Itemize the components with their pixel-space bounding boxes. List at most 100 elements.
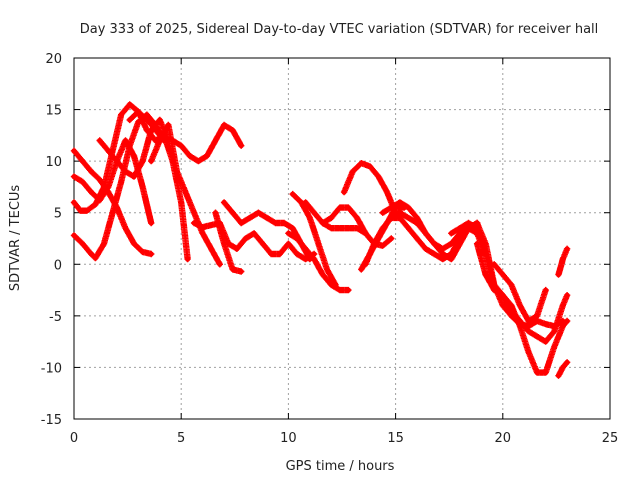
data-point xyxy=(483,272,489,278)
data-point xyxy=(388,215,394,221)
data-point xyxy=(131,153,137,159)
data-point xyxy=(363,261,369,267)
data-point xyxy=(345,287,351,293)
data-point xyxy=(345,225,351,231)
data-point xyxy=(110,210,116,216)
data-point xyxy=(148,158,154,164)
data-point xyxy=(221,199,227,205)
data-point xyxy=(483,251,489,257)
series-sat-g xyxy=(148,121,223,268)
data-point xyxy=(212,137,219,144)
series-sat-y xyxy=(555,245,571,278)
data-point xyxy=(337,287,343,293)
data-point xyxy=(204,153,210,159)
data-point xyxy=(230,210,236,216)
data-point xyxy=(285,241,291,247)
data-point xyxy=(324,266,330,272)
data-point xyxy=(311,210,317,216)
series-sat-d xyxy=(70,137,155,227)
data-point xyxy=(508,282,514,288)
data-point xyxy=(423,246,429,252)
y-tick-label: 5 xyxy=(54,207,62,222)
data-point xyxy=(122,137,129,144)
data-point xyxy=(200,224,206,230)
plot-frame xyxy=(73,57,611,420)
data-point xyxy=(564,318,570,324)
axis-ticks: 0 5 10 15 20 25 -15 -10 -5 0 5 10 15 20 xyxy=(41,52,619,446)
data-point xyxy=(320,220,326,226)
data-point xyxy=(285,230,291,236)
y-tick-label: 0 xyxy=(54,258,62,273)
data-point xyxy=(131,241,137,247)
data-point xyxy=(384,189,390,195)
data-point xyxy=(208,222,214,228)
data-point xyxy=(423,230,429,236)
data-point xyxy=(328,225,334,231)
data-point xyxy=(560,364,566,370)
data-point xyxy=(350,168,356,175)
data-point xyxy=(105,148,111,154)
data-point xyxy=(191,220,197,226)
data-point xyxy=(405,205,412,211)
data-point xyxy=(277,251,283,257)
series-sat-w xyxy=(482,271,571,345)
data-point xyxy=(178,199,184,205)
series-sat-u xyxy=(448,219,566,330)
data-point xyxy=(551,328,557,334)
data-point xyxy=(307,215,313,221)
data-point xyxy=(131,174,137,180)
data-point xyxy=(170,137,176,144)
y-tick-label: 10 xyxy=(45,155,62,170)
data-point xyxy=(234,246,240,252)
data-point xyxy=(290,191,296,197)
data-point xyxy=(187,153,193,159)
series-sat-e xyxy=(96,116,172,180)
series-sat-h xyxy=(169,121,245,165)
data-point xyxy=(71,199,77,205)
data-point xyxy=(543,321,549,327)
data-point xyxy=(534,313,540,319)
data-point xyxy=(358,266,364,272)
x-tick-label: 15 xyxy=(387,431,404,446)
data-point xyxy=(320,272,326,278)
data-point xyxy=(251,230,257,236)
data-point xyxy=(127,101,133,107)
data-point xyxy=(534,370,540,376)
data-point xyxy=(525,349,532,355)
data-point xyxy=(101,241,107,247)
data-point xyxy=(560,256,566,262)
data-point xyxy=(281,220,287,226)
data-point xyxy=(272,220,279,226)
data-point xyxy=(135,109,141,115)
data-point xyxy=(174,168,180,175)
data-point xyxy=(290,225,296,231)
data-point xyxy=(200,230,206,236)
y-axis-label: SDTVAR / TECUs xyxy=(8,185,23,292)
data-point xyxy=(165,122,171,128)
data-point xyxy=(375,174,381,180)
data-point xyxy=(440,246,446,252)
data-point xyxy=(564,359,570,365)
data-point xyxy=(367,163,373,169)
data-point xyxy=(560,323,566,329)
data-point xyxy=(294,251,300,257)
series-sat-z xyxy=(555,359,571,379)
data-point xyxy=(157,117,163,123)
data-point xyxy=(230,127,236,133)
data-point xyxy=(543,287,549,293)
data-point xyxy=(500,302,506,309)
data-point xyxy=(185,256,191,262)
data-point xyxy=(354,225,360,231)
data-point xyxy=(560,302,566,309)
series-sat-i xyxy=(190,219,318,263)
data-point xyxy=(341,189,347,195)
y-tick-label: -5 xyxy=(49,310,62,325)
data-point xyxy=(146,119,152,125)
chart-title: Day 333 of 2025, Sidereal Day-to-day VTE… xyxy=(80,22,599,37)
data-point xyxy=(195,158,201,164)
data-point xyxy=(551,344,557,350)
data-point xyxy=(380,243,386,249)
data-point xyxy=(114,158,120,164)
data-point xyxy=(525,328,532,334)
y-tick-label: -15 xyxy=(41,413,62,428)
